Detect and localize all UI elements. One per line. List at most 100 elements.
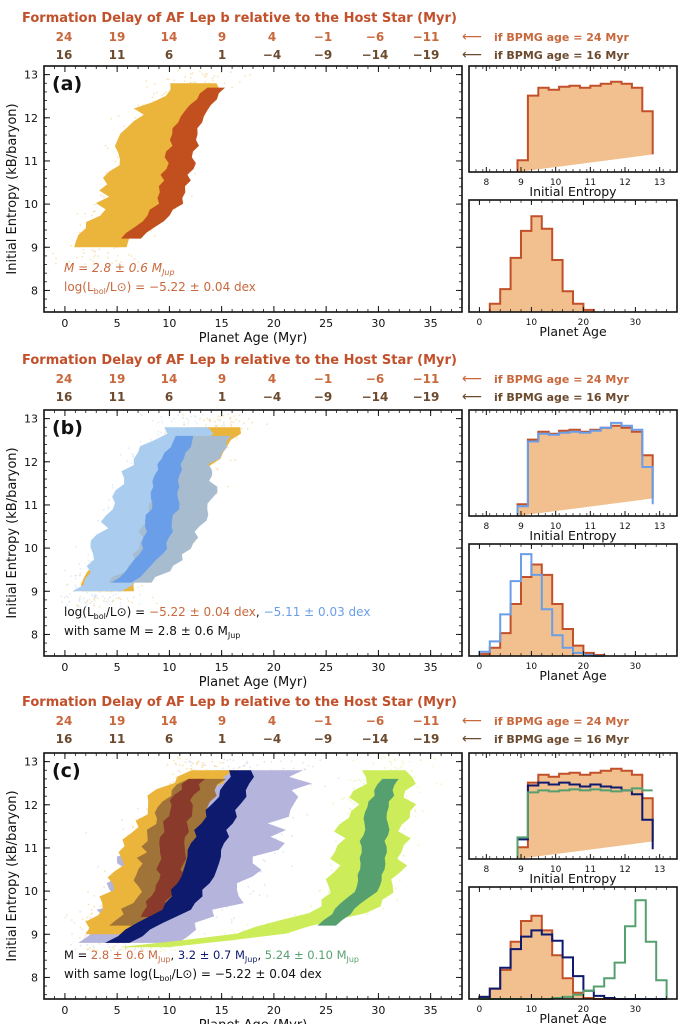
scatter-point [419, 791, 421, 794]
scatter-point [70, 943, 73, 946]
scatter-point [87, 890, 89, 893]
scatter-point [110, 118, 113, 120]
scatter-point [229, 459, 232, 462]
scatter-point [227, 446, 229, 449]
scatter-point [98, 248, 101, 251]
scatter-point [177, 69, 179, 72]
delay-value-24: 9 [218, 372, 226, 386]
main-panel: 0 5 10 15 20 25 30 35 8 9 10 11 12 13 Planet Age (Myr)… [5, 65, 463, 346]
scatter-point [291, 835, 293, 838]
main-panel: 0 5 10 15 20 25 30 35 8 9 10 11 12 13 Planet Age (Myr)… [5, 409, 463, 690]
scatter-point [78, 598, 81, 601]
arrow-icon: ⟵ [462, 371, 482, 387]
lum-text: log(L [64, 280, 94, 294]
panel-letter: (c) [52, 760, 81, 782]
scatter-point [401, 832, 404, 834]
scatter-point [132, 826, 134, 829]
scatter-point [145, 80, 148, 83]
scatter-point [216, 418, 219, 421]
scatter-point [291, 865, 294, 867]
scatter-point [67, 596, 69, 599]
scatter-point [223, 932, 226, 935]
delay-value-24: −11 [413, 372, 440, 386]
scatter-point [140, 947, 143, 949]
scatter-point [185, 758, 188, 761]
bpmg-24-label: if BPMG age = 24 Myr [494, 373, 630, 386]
scatter-point [99, 591, 101, 593]
scatter-point [396, 898, 399, 901]
scatter-point [63, 569, 66, 572]
x-tick-label: 9 [518, 865, 524, 875]
scatter-point [349, 779, 352, 782]
scatter-point [82, 252, 85, 255]
scatter-point [120, 604, 123, 607]
scatter-point [161, 948, 164, 951]
scatter-point [127, 447, 130, 450]
x-tick-label: 15 [215, 661, 229, 674]
subscript: Jup [157, 955, 171, 964]
bpmg-24-label: if BPMG age = 24 Myr [494, 31, 630, 44]
scatter-point [234, 459, 237, 462]
scatter-point [112, 594, 115, 597]
scatter-point [237, 767, 240, 769]
bpmg-16-label: if BPMG age = 16 Myr [494, 391, 630, 404]
scatter-point [121, 819, 123, 821]
scatter-point [142, 948, 145, 951]
scatter-point [251, 421, 253, 424]
scatter-point [249, 892, 252, 895]
x-tick-label: 20 [578, 662, 590, 672]
scatter-point [64, 916, 67, 919]
scatter-point [213, 75, 216, 77]
arrow-icon: ⟵ [462, 47, 482, 63]
scatter-point [124, 946, 127, 949]
scatter-point [70, 575, 72, 577]
scatter-point [69, 593, 71, 596]
histogram-step [488, 215, 595, 312]
scatter-point [164, 431, 167, 433]
scatter-point [116, 254, 119, 257]
scatter-point [122, 950, 125, 952]
scatter-point [124, 944, 127, 947]
x-tick-label: 20 [267, 317, 281, 330]
scatter-point [91, 595, 94, 597]
scatter-point [184, 761, 187, 764]
scatter-point [306, 813, 309, 816]
scatter-point [432, 765, 434, 768]
scatter-point [131, 601, 134, 604]
scatter-point [90, 912, 93, 914]
scatter-point [209, 419, 212, 422]
density-contour [111, 435, 194, 583]
scatter-point [153, 83, 156, 86]
scatter-point [240, 427, 243, 430]
scatter-point [71, 933, 73, 935]
scatter-point [227, 485, 230, 488]
scatter-point [247, 417, 250, 420]
scatter-point [216, 425, 218, 427]
scatter-point [201, 764, 204, 766]
scatter-point [189, 81, 192, 84]
x-tick-label: 10 [526, 662, 538, 672]
scatter-point [214, 424, 217, 427]
delay-value-16: −14 [362, 48, 389, 62]
scatter-point [75, 574, 78, 577]
scatter-point [93, 905, 96, 908]
density-layer [60, 413, 268, 609]
scatter-point [222, 414, 224, 417]
luminosity-annotation: log(Lbol/L⊙) = −5.22 ± 0.04 dex, −5.11 ±… [64, 605, 370, 621]
scatter-point [202, 74, 205, 77]
scatter-point [118, 597, 120, 599]
scatter-point [103, 597, 106, 600]
scatter-point [327, 891, 330, 893]
y-tick-label: 8 [31, 628, 38, 641]
scatter-point [403, 827, 406, 830]
scatter-point [177, 756, 179, 759]
scatter-point [205, 73, 208, 75]
mass-green: 5.24 ± 0.10 M [265, 948, 347, 962]
scatter-point [105, 171, 108, 174]
scatter-point [163, 93, 166, 95]
density-layer [52, 69, 251, 265]
scatter-point [65, 584, 68, 586]
delay-value-16: −9 [314, 48, 332, 62]
x-tick-label: 8 [483, 522, 489, 532]
scatter-point [214, 420, 217, 423]
